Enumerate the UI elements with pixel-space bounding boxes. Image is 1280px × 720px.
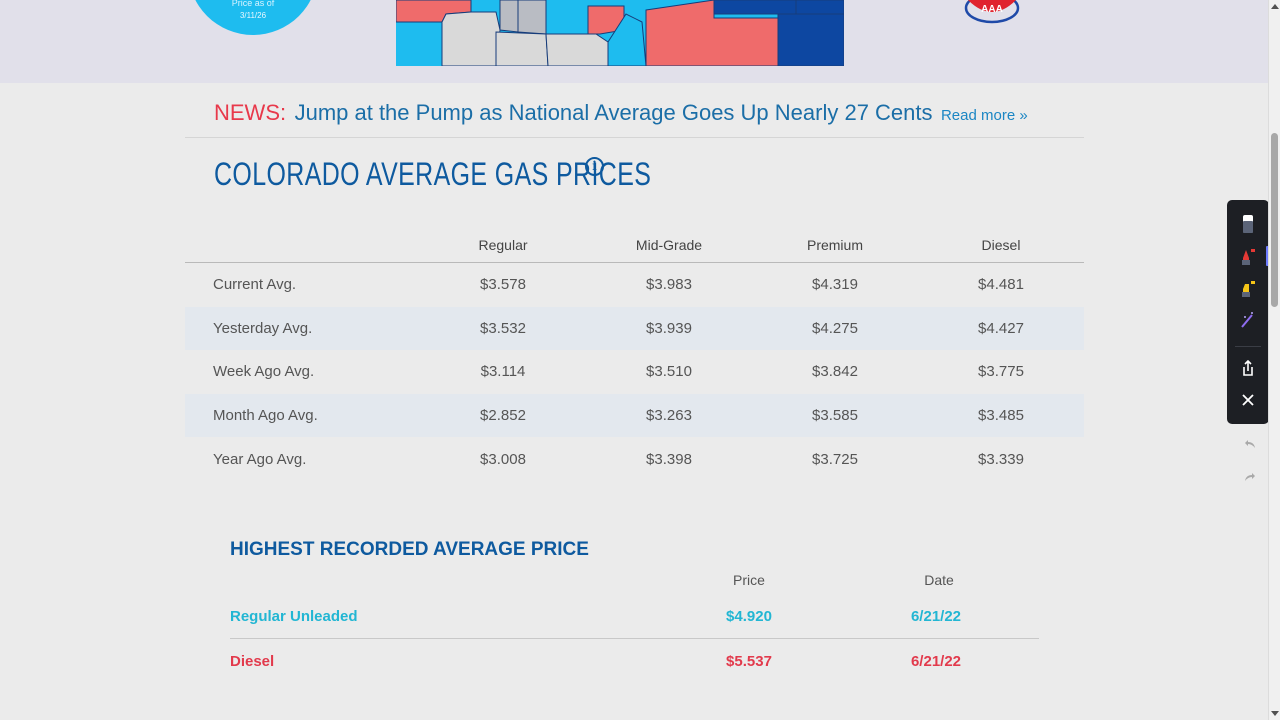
premium-price: $4.275 [812,319,858,337]
premium-price: $3.725 [812,450,858,468]
annotation-toolbar [1227,200,1269,424]
average-prices-table: Regular Mid-Grade Premium Diesel Current… [185,227,1084,481]
info-icon[interactable]: i [585,157,604,176]
row-label: Year Ago Avg. [213,450,307,468]
highest-regular-row: Regular Unleaded $4.920 6/21/22 [230,595,1039,639]
row-label: Yesterday Avg. [213,319,313,337]
vertical-scrollbar[interactable] [1268,0,1280,720]
table-row: Current Avg. $3.578 $3.983 $4.319 $4.481 [185,263,1084,307]
regular-price: $2.852 [480,407,526,425]
record-date: 6/21/22 [910,652,962,670]
news-headline-link[interactable]: Jump at the Pump as National Average Goe… [294,100,933,125]
news-label: NEWS: [214,100,287,125]
table-header-row: Regular Mid-Grade Premium Diesel [185,227,1084,263]
table-row: Week Ago Avg. $3.114 $3.510 $3.842 $3.77… [185,350,1084,394]
state-price-map[interactable] [396,0,844,66]
share-icon[interactable] [1227,353,1269,383]
regular-price: $3.532 [480,319,526,337]
row-label: Week Ago Avg. [213,363,315,381]
premium-price: $3.842 [812,363,858,381]
close-icon[interactable] [1227,385,1269,415]
row-label: Month Ago Avg. [213,407,318,425]
fuel-type-name: Diesel [230,652,275,670]
record-date: 6/21/22 [910,608,962,625]
highlighter-icon[interactable] [1227,273,1269,303]
scrollbar-thumb[interactable] [1271,133,1278,307]
mid-grade-price: $3.398 [646,450,692,468]
price-column-header: Price [733,572,765,588]
table-row: Yesterday Avg. $3.532 $3.939 $4.275 $4.4… [185,306,1084,351]
scroll-down-arrow[interactable] [1271,711,1279,716]
divider [185,137,1084,138]
magic-pen-icon[interactable] [1227,305,1269,335]
mid-grade-price: $3.983 [646,276,692,294]
price-date: 3/11/26 [239,11,267,20]
regular-price: $3.114 [480,363,526,381]
mid-grade-price: $3.510 [646,363,692,381]
news-banner: NEWS: Jump at the Pump as National Avera… [214,100,1028,126]
eraser-icon[interactable] [1227,209,1269,239]
diesel-price: $4.427 [978,319,1024,337]
redo-icon[interactable] [1240,469,1260,485]
top-banner: Price as of 3/11/26 AAA [0,0,1280,83]
diesel-price: $3.485 [978,407,1024,425]
mid-grade-price: $3.939 [646,319,692,337]
highest-diesel-row: Diesel $5.537 6/21/22 [230,639,1039,683]
pen-icon[interactable] [1227,241,1269,271]
diesel-price: $3.339 [978,450,1024,468]
regular-price: $3.578 [480,276,526,294]
aaa-logo[interactable]: AAA [962,0,1022,26]
read-more-link[interactable]: Read more » [940,107,1028,124]
table-row: Year Ago Avg. $3.008 $3.398 $3.725 $3.33… [185,437,1084,481]
premium-price: $4.319 [812,276,858,294]
record-price: $4.920 [726,608,772,625]
column-header-diesel: Diesel [981,236,1021,253]
scroll-up-arrow[interactable] [1271,4,1279,9]
regular-price: $3.008 [480,450,526,468]
highest-recorded-title: HIGHEST RECORDED AVERAGE PRICE [230,539,589,560]
price-as-of-label: Price as of [231,0,275,8]
fuel-type-name: Regular Unleaded [230,608,358,625]
table-row: Month Ago Avg. $2.852 $3.263 $3.585 $3.4… [185,393,1084,438]
date-column-header: Date [924,572,954,588]
record-price: $5.537 [726,652,772,670]
national-average-badge[interactable]: Price as of 3/11/26 [188,0,318,35]
diesel-price: $3.775 [978,363,1024,381]
undo-icon[interactable] [1240,436,1260,452]
column-header-premium: Premium [806,236,863,253]
column-header-regular: Regular [478,236,528,253]
page-title: COLORADO AVERAGE GAS PRICES [214,156,652,192]
diesel-price: $4.481 [978,276,1024,294]
active-tool-indicator [1266,246,1269,266]
premium-price: $3.585 [812,407,858,425]
svg-text:AAA: AAA [981,4,1003,15]
row-label: Current Avg. [213,276,297,294]
mid-grade-price: $3.263 [646,407,692,425]
toolbar-separator [1235,346,1261,347]
column-header-mid-grade: Mid-Grade [635,236,703,253]
